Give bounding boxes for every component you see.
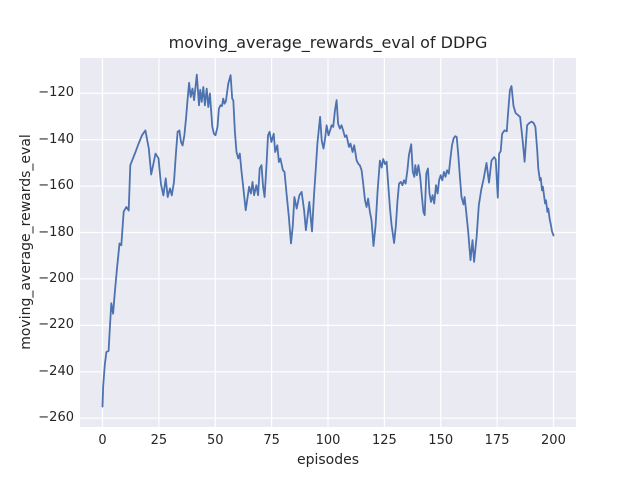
reward-line: [101, 73, 555, 408]
x-tick-label: 125: [371, 433, 397, 448]
x-axis-label: episodes: [296, 452, 360, 468]
x-tick-label: 50: [206, 433, 224, 448]
chart-canvas: [80, 58, 576, 427]
x-tick-label: 200: [541, 433, 566, 448]
x-tick-label: 175: [484, 433, 510, 448]
y-tick-label: −220: [38, 317, 74, 333]
plot-area: [80, 58, 576, 427]
x-tick-label: 150: [428, 433, 454, 448]
x-tick-label: 75: [263, 433, 280, 448]
x-tick-label: 100: [315, 433, 341, 448]
y-tick-label: −200: [38, 270, 74, 286]
y-tick-label: −140: [38, 131, 74, 147]
y-tick-label: −160: [38, 178, 74, 194]
x-tick-label: 0: [98, 433, 107, 448]
y-tick-label: −120: [38, 85, 74, 101]
chart-title: moving_average_rewards_eval of DDPG: [168, 33, 488, 52]
y-tick-label: −180: [38, 224, 74, 240]
y-tick-label: −260: [38, 410, 74, 426]
y-tick-label: −240: [38, 363, 74, 379]
x-tick-label: 25: [150, 433, 168, 448]
